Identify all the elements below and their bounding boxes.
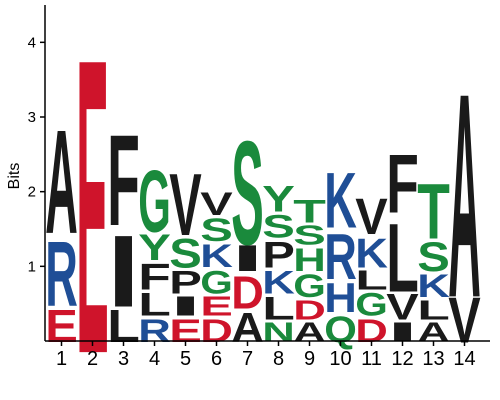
logo-letter: V	[386, 287, 419, 328]
logo-letter: A	[448, 34, 481, 360]
logo-letter: G	[355, 286, 388, 322]
logo-letter: S	[231, 111, 264, 276]
x-tick-label: 9	[304, 348, 315, 370]
axes-layer	[44, 5, 490, 342]
logo-letter: I	[231, 238, 264, 279]
logo-letter: D	[231, 267, 264, 319]
x-tick-label: 14	[453, 348, 475, 370]
x-tick-label: 7	[242, 348, 253, 370]
logo-letter: V	[200, 186, 233, 222]
logo-letter: F	[386, 138, 419, 231]
logo-letter: D	[293, 294, 326, 325]
x-tick-label: 6	[211, 348, 222, 370]
y-tick-label: 3	[28, 109, 36, 126]
logo-letter: K	[262, 264, 295, 300]
logo-letter: G	[138, 152, 171, 250]
y-tick-label: 2	[28, 184, 36, 201]
x-tick-label: 12	[391, 348, 413, 370]
logo-letter: F	[107, 109, 140, 254]
x-tick-label: 3	[118, 348, 129, 370]
logo-letter: L	[355, 265, 388, 296]
logo-letter: E	[200, 291, 233, 322]
x-tick-label: 5	[180, 348, 191, 370]
logo-letter: Y	[262, 179, 295, 220]
logo-letter: R	[324, 220, 357, 293]
logo-letter: E	[76, 0, 109, 400]
logo-letter: T	[417, 168, 450, 256]
letters-layer: ERAELIFRLFYGEIPSVDEGKSVADISNLKPSYADGHSTQ…	[45, 0, 481, 400]
logo-letter: S	[262, 208, 295, 245]
logo-letter: R	[45, 223, 78, 326]
logo-letter: G	[293, 268, 326, 304]
logo-letter: S	[200, 211, 233, 248]
logo-letter: K	[355, 231, 388, 277]
logo-letter: I	[169, 291, 202, 322]
x-tick-label: 2	[87, 348, 98, 370]
logo-letter: G	[200, 264, 233, 300]
logo-letter: S	[293, 220, 326, 251]
logo-letter: T	[293, 194, 326, 230]
y-axis-label: Bits	[6, 163, 23, 190]
logo-letter: L	[262, 291, 295, 327]
logo-letter: S	[417, 234, 450, 281]
logo-letter: H	[324, 276, 357, 322]
x-tick-label: 8	[273, 348, 284, 370]
x-tick-label: 4	[149, 348, 160, 370]
logo-letter: H	[293, 242, 326, 278]
x-ticks: 1 2 3 4 5 6 7 8 9 10 11 12 13 14	[56, 341, 476, 370]
logo-letter: K	[417, 268, 450, 304]
logo-letter: S	[169, 230, 202, 277]
logo-letter: P	[169, 264, 202, 301]
logo-letter: F	[138, 256, 171, 298]
logo-letter: V	[355, 188, 387, 245]
logo-letter: Y	[138, 227, 171, 268]
logo-letter: K	[200, 238, 233, 274]
logo-letter: I	[107, 215, 140, 328]
logo-letter: V	[169, 157, 201, 255]
logo-letter: L	[386, 203, 419, 312]
y-tick-label: 4	[28, 34, 36, 51]
y-tick-label: 1	[28, 258, 36, 275]
x-tick-label: 10	[329, 348, 351, 370]
x-tick-label: 1	[56, 348, 67, 370]
logo-letter: P	[262, 235, 295, 276]
y-ticks: 1 2 3 4	[28, 34, 45, 275]
logo-letter: K	[324, 156, 357, 244]
logo-letter: L	[417, 295, 450, 326]
x-tick-label: 13	[422, 348, 444, 370]
logo-letter: A	[45, 100, 78, 265]
logo-letter: L	[138, 287, 171, 323]
x-tick-label: 11	[361, 348, 382, 370]
